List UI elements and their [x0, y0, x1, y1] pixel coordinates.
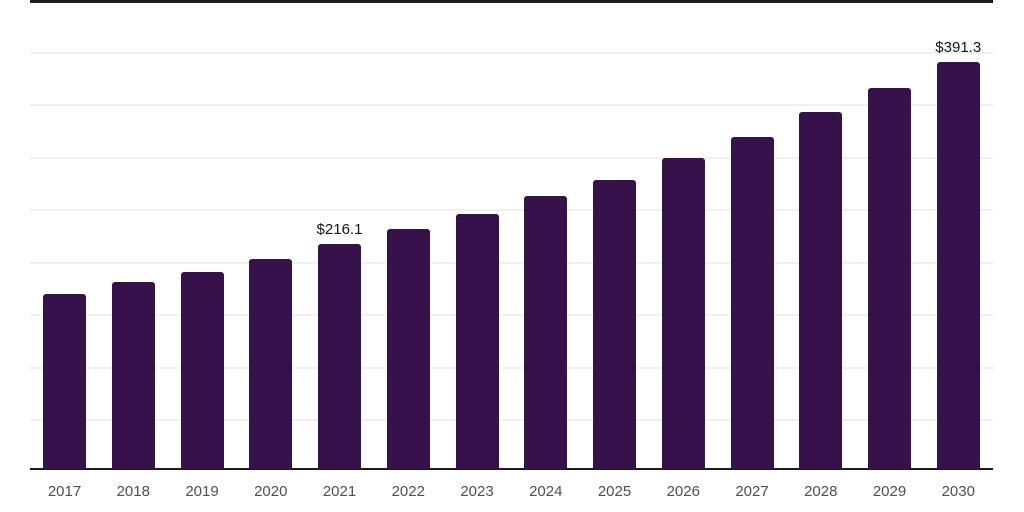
bar-2024 [524, 196, 568, 469]
bar-2020 [249, 259, 293, 469]
gridline [30, 209, 993, 211]
bar-2027 [730, 137, 774, 469]
x-tick-label-2027: 2027 [735, 483, 769, 500]
bar-2022 [386, 229, 430, 469]
bar-2019 [180, 271, 224, 469]
x-tick-label-2020: 2020 [254, 483, 288, 500]
plot-top-border [30, 0, 993, 3]
x-tick-label-2019: 2019 [185, 483, 219, 500]
bar-2017 [43, 293, 86, 469]
bar-2018 [111, 282, 155, 469]
x-tick-label-2028: 2028 [804, 483, 838, 500]
data-label-2021: $216.1 [316, 221, 363, 238]
x-tick-label-2018: 2018 [116, 483, 150, 500]
bar-2021 [318, 244, 361, 469]
gridline [30, 419, 993, 421]
bar-2026 [661, 158, 705, 469]
x-tick-label-2017: 2017 [47, 483, 82, 500]
x-tick-label-2021: 2021 [322, 483, 357, 500]
bar-2028 [799, 112, 843, 469]
x-tick-label-2024: 2024 [529, 483, 563, 500]
gridline [30, 51, 993, 54]
gridline [30, 261, 993, 264]
gridline [30, 366, 993, 369]
bar-2029 [868, 88, 911, 469]
x-tick-label-2030: 2030 [941, 483, 975, 500]
x-tick-label-2023: 2023 [460, 483, 494, 500]
data-label-2030: $391.3 [935, 38, 982, 56]
gridline [30, 104, 993, 106]
x-tick-label-2029: 2029 [872, 483, 907, 500]
gridline [30, 314, 993, 316]
gridline [30, 156, 993, 159]
plot-area: $216.1 $391.3 [30, 0, 993, 470]
bar-2030 [936, 61, 980, 469]
x-tick-label-2026: 2026 [666, 483, 700, 500]
bar-2023 [455, 214, 499, 469]
x-axis-line [30, 468, 993, 470]
x-tick-label-2022: 2022 [391, 483, 425, 500]
bar-2025 [593, 179, 636, 469]
x-tick-label-2025: 2025 [597, 483, 632, 500]
